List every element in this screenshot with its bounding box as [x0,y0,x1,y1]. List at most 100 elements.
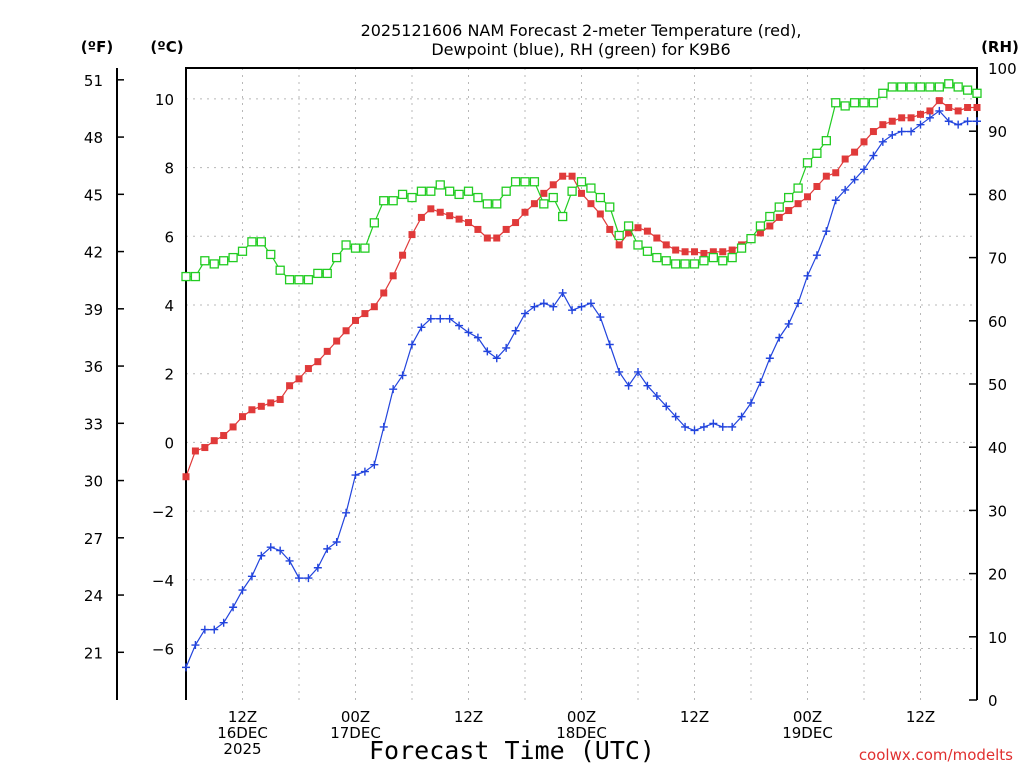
dewpoint-point [191,641,200,650]
rh-point [322,268,332,279]
dewpoint-point [878,137,887,146]
dewpoint-point [295,574,303,583]
dewpoint-point [200,625,209,634]
dewpoint-point [521,309,529,318]
x-tick-label: 16DEC [217,724,268,742]
rh-point [661,256,671,266]
series-layer [181,79,982,672]
temperature-point [832,169,840,177]
temperature-point [719,248,727,256]
temperature-point [606,225,614,233]
rh-point [925,82,935,92]
temperature-point [474,225,482,233]
temperature-point [935,97,943,105]
celsius-tick-label: 6 [164,228,174,246]
celsius-tick-label: 0 [164,434,174,452]
dewpoint-point [841,185,850,194]
dewpoint-point [944,117,953,126]
temperature-point [898,114,906,122]
rh-point [671,259,681,269]
rh-point [463,186,474,196]
dewpoint-point [681,422,690,431]
rh-tick-label: 30 [988,502,1007,520]
rh-tick-label: 90 [988,123,1007,141]
temperature-point [851,148,859,156]
temperature-point [888,117,896,125]
dewpoint-point [502,343,511,352]
fahrenheit-tick-label: 30 [84,473,103,491]
dewpoint-point [671,412,680,421]
x-tick-label: 12Z [454,708,483,726]
dewpoint-point [238,586,247,595]
dewpoint-point [709,419,718,428]
temperature-point [333,337,341,345]
temperature-point [578,189,585,197]
rh-point [247,237,257,247]
dewpoint-point [539,299,548,308]
dewpoint-point [907,127,916,136]
rh-point [473,192,483,203]
temperature-point [926,107,934,115]
rh-point [774,202,784,212]
rh-tick-label: 10 [988,629,1007,647]
rh-point [548,192,558,203]
dewpoint-point [257,551,266,560]
temperature-point [766,222,774,230]
dewpoint-point [473,333,482,342]
temperature-point [408,231,416,239]
rh-point [840,101,850,111]
dewpoint-point [417,323,426,332]
temperature-point [625,229,633,237]
rh-point [934,82,944,92]
rh-tick-label: 50 [988,376,1007,394]
temperature-point [709,248,717,256]
rh-point [190,271,201,282]
temperature-point [342,327,350,335]
rh-point [501,186,511,196]
fahrenheit-tick-label: 45 [84,186,103,204]
temperature-point [756,229,764,237]
temperature-point [304,365,312,373]
temperature-point [700,249,708,257]
celsius-tick-label: 4 [164,297,174,315]
rh-point [558,211,568,222]
rh-point [492,199,502,209]
dewpoint-point [888,130,897,139]
dewpoint-point [831,196,840,205]
temperature-point [964,104,972,111]
dewpoint-point [229,603,238,612]
dewpoint-point [860,165,868,174]
dewpoint-point [869,151,878,160]
rh-point [539,199,549,209]
dewpoint-point [455,321,464,330]
rh-point [859,98,869,108]
dewpoint-point [511,326,520,335]
rh-point [680,259,690,269]
temperature-point [295,375,303,383]
dewpoint-point [747,398,755,407]
x-tick-label: 12Z [680,708,709,726]
dewpoint-point [285,556,294,565]
temperature-point [229,423,237,431]
temperature-point [917,110,924,118]
temperature-point [869,128,877,136]
credit-text: coolwx.com/modelts [859,746,1013,764]
rh-point [256,237,266,247]
dewpoint-point [897,127,906,136]
dewpoint-point [530,302,539,311]
rh-point [586,183,596,193]
temperature-point [361,310,369,318]
temperature-point [691,248,698,256]
temperature-point [220,432,228,440]
celsius-tick-label: −2 [152,503,174,521]
rh-tick-label: 60 [988,313,1007,331]
rh-point [313,268,323,279]
temperature-point [352,316,359,324]
dewpoint-point [662,402,671,411]
dewpoint-point [398,371,407,380]
rh-point [652,252,662,263]
dewpoint-point [643,381,652,390]
rh-point [567,186,577,196]
rh-point [708,252,718,263]
dewpoint-point [276,546,285,555]
